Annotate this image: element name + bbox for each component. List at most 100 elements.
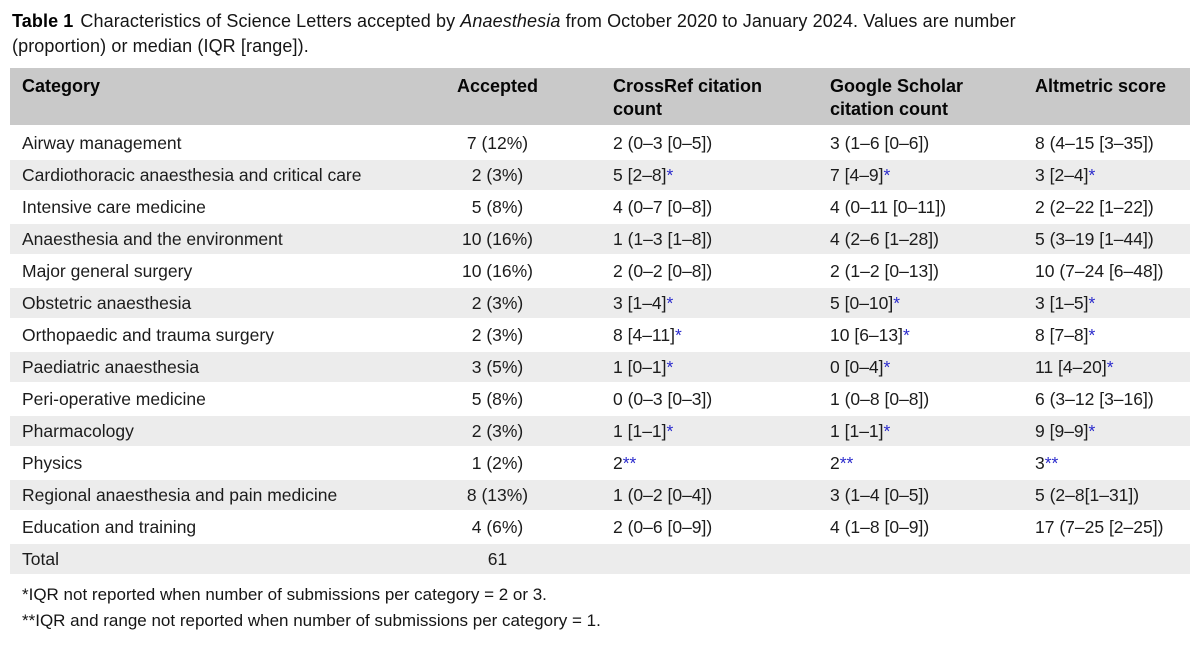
altmetric-score-cell: 3 [2–4]* xyxy=(1035,160,1190,192)
blue-asterisk-marker: * xyxy=(1088,292,1096,313)
paper-table-page: Table 1 Characteristics of Science Letter… xyxy=(10,9,1190,630)
blue-asterisk-marker: * xyxy=(1088,420,1096,441)
table-caption: Table 1 Characteristics of Science Letter… xyxy=(12,9,1188,59)
blue-asterisk-marker: * xyxy=(674,324,682,345)
accepted-cell: 1 (2%) xyxy=(430,448,565,480)
crossref-count-cell: 1 [1–1]* xyxy=(565,416,830,448)
altmetric-score-cell: 2 (2–22 [1–22]) xyxy=(1035,192,1190,224)
category-cell: Education and training xyxy=(10,512,430,544)
table-row: Total 61 xyxy=(10,544,1190,576)
blue-asterisk-marker: ** xyxy=(839,452,854,473)
altmetric-score-cell: 11 [4–20]* xyxy=(1035,352,1190,384)
blue-asterisk-marker: * xyxy=(1088,164,1096,185)
table-row: Intensive care medicine 5 (8%) 4 (0–7 [0–8… xyxy=(10,192,1190,224)
blue-asterisk-marker: * xyxy=(666,164,674,185)
table-row: Cardiothoracic anaesthesia and critical … xyxy=(10,160,1190,192)
google-scholar-count-cell: 2 (1–2 [0–13]) xyxy=(830,256,1035,288)
crossref-count-cell: 5 [2–8]* xyxy=(565,160,830,192)
column-header-google-scholar-citation-count: Google Scholar citation count xyxy=(830,68,1035,128)
crossref-count-cell: 2 (0–2 [0–8]) xyxy=(565,256,830,288)
blue-asterisk-marker: * xyxy=(883,420,891,441)
column-header-crossref-citation-count: CrossRef citation count xyxy=(565,68,830,128)
blue-asterisk-marker: * xyxy=(666,292,674,313)
footnote-double-asterisk: **IQR and range not reported when number… xyxy=(22,611,601,630)
altmetric-score-cell: 10 (7–24 [6–48]) xyxy=(1035,256,1190,288)
accepted-cell: 2 (3%) xyxy=(430,288,565,320)
crossref-count-cell xyxy=(565,544,830,576)
crossref-count-cell: 2** xyxy=(565,448,830,480)
google-scholar-count-cell: 7 [4–9]* xyxy=(830,160,1035,192)
category-cell: Cardiothoracic anaesthesia and critical … xyxy=(10,160,430,192)
accepted-cell: 4 (6%) xyxy=(430,512,565,544)
altmetric-score-cell: 8 (4–15 [3–35]) xyxy=(1035,128,1190,160)
accepted-cell: 61 xyxy=(430,544,565,576)
footnote-single-asterisk: *IQR not reported when number of submiss… xyxy=(22,585,547,604)
blue-asterisk-marker: * xyxy=(666,420,674,441)
journal-name-italic: Anaesthesia xyxy=(460,11,561,31)
google-scholar-count-cell: 10 [6–13]* xyxy=(830,320,1035,352)
table-header: Category Accepted CrossRef citation coun… xyxy=(10,68,1190,128)
blue-asterisk-marker: * xyxy=(902,324,910,345)
altmetric-score-cell xyxy=(1035,544,1190,576)
google-scholar-count-cell: 4 (0–11 [0–11]) xyxy=(830,192,1035,224)
column-header-altmetric-score: Altmetric score xyxy=(1035,68,1190,128)
altmetric-score-cell: 8 [7–8]* xyxy=(1035,320,1190,352)
table-body: Airway management 7 (12%) 2 (0–3 [0–5]) 3 (… xyxy=(10,128,1190,576)
accepted-cell: 2 (3%) xyxy=(430,160,565,192)
google-scholar-count-cell: 4 (2–6 [1–28]) xyxy=(830,224,1035,256)
google-scholar-count-cell: 1 (0–8 [0–8]) xyxy=(830,384,1035,416)
crossref-count-cell: 4 (0–7 [0–8]) xyxy=(565,192,830,224)
google-scholar-count-cell: 3 (1–6 [0–6]) xyxy=(830,128,1035,160)
altmetric-score-cell: 3 [1–5]* xyxy=(1035,288,1190,320)
accepted-cell: 10 (16%) xyxy=(430,224,565,256)
category-cell: Anaesthesia and the environment xyxy=(10,224,430,256)
table-row: Airway management 7 (12%) 2 (0–3 [0–5]) 3 (… xyxy=(10,128,1190,160)
blue-asterisk-marker: * xyxy=(893,292,901,313)
category-cell: Total xyxy=(10,544,430,576)
table-row: Regional anaesthesia and pain medicine 8 … xyxy=(10,480,1190,512)
blue-asterisk-marker: ** xyxy=(622,452,637,473)
blue-asterisk-marker: ** xyxy=(1044,452,1059,473)
crossref-count-cell: 3 [1–4]* xyxy=(565,288,830,320)
accepted-cell: 5 (8%) xyxy=(430,384,565,416)
caption-text-line2: (proportion) or median (IQR [range]). xyxy=(12,36,309,56)
altmetric-score-cell: 5 (2–8[1–31]) xyxy=(1035,480,1190,512)
table-row: Pharmacology 2 (3%) 1 [1–1]* 1 [1–1]* 9 [9–9… xyxy=(10,416,1190,448)
category-cell: Major general surgery xyxy=(10,256,430,288)
google-scholar-count-cell: 4 (1–8 [0–9]) xyxy=(830,512,1035,544)
table-row: Obstetric anaesthesia 2 (3%) 3 [1–4]* 5 [0–… xyxy=(10,288,1190,320)
table-row: Orthopaedic and trauma surgery 2 (3%) 8 [4… xyxy=(10,320,1190,352)
blue-asterisk-marker: * xyxy=(666,356,674,377)
crossref-count-cell: 2 (0–6 [0–9]) xyxy=(565,512,830,544)
caption-text-pre: Characteristics of Science Letters accep… xyxy=(80,11,456,31)
crossref-count-cell: 1 (0–2 [0–4]) xyxy=(565,480,830,512)
category-cell: Physics xyxy=(10,448,430,480)
crossref-count-cell: 2 (0–3 [0–5]) xyxy=(565,128,830,160)
accepted-cell: 3 (5%) xyxy=(430,352,565,384)
google-scholar-count-cell: 1 [1–1]* xyxy=(830,416,1035,448)
table-row: Peri-operative medicine 5 (8%) 0 (0–3 [0–3… xyxy=(10,384,1190,416)
category-cell: Regional anaesthesia and pain medicine xyxy=(10,480,430,512)
altmetric-score-cell: 3** xyxy=(1035,448,1190,480)
accepted-cell: 8 (13%) xyxy=(430,480,565,512)
category-cell: Paediatric anaesthesia xyxy=(10,352,430,384)
crossref-count-cell: 0 (0–3 [0–3]) xyxy=(565,384,830,416)
table-row: Major general surgery 10 (16%) 2 (0–2 [0–8… xyxy=(10,256,1190,288)
google-scholar-count-cell: 2** xyxy=(830,448,1035,480)
blue-asterisk-marker: * xyxy=(883,356,891,377)
table-row: Paediatric anaesthesia 3 (5%) 1 [0–1]* 0 [0… xyxy=(10,352,1190,384)
accepted-cell: 2 (3%) xyxy=(430,320,565,352)
table-number-label: Table 1 xyxy=(12,11,74,31)
category-cell: Obstetric anaesthesia xyxy=(10,288,430,320)
google-scholar-count-cell: 0 [0–4]* xyxy=(830,352,1035,384)
header-row: Category Accepted CrossRef citation coun… xyxy=(10,68,1190,128)
category-cell: Pharmacology xyxy=(10,416,430,448)
column-header-category: Category xyxy=(10,68,430,128)
crossref-count-cell: 1 [0–1]* xyxy=(565,352,830,384)
accepted-cell: 2 (3%) xyxy=(430,416,565,448)
google-scholar-count-cell: 5 [0–10]* xyxy=(830,288,1035,320)
table-row: Physics 1 (2%) 2** 2** 3** xyxy=(10,448,1190,480)
table-row: Anaesthesia and the environment 10 (16%) 1… xyxy=(10,224,1190,256)
caption-text-line1: from October 2020 to January 2024. Value… xyxy=(565,11,1016,31)
category-cell: Orthopaedic and trauma surgery xyxy=(10,320,430,352)
